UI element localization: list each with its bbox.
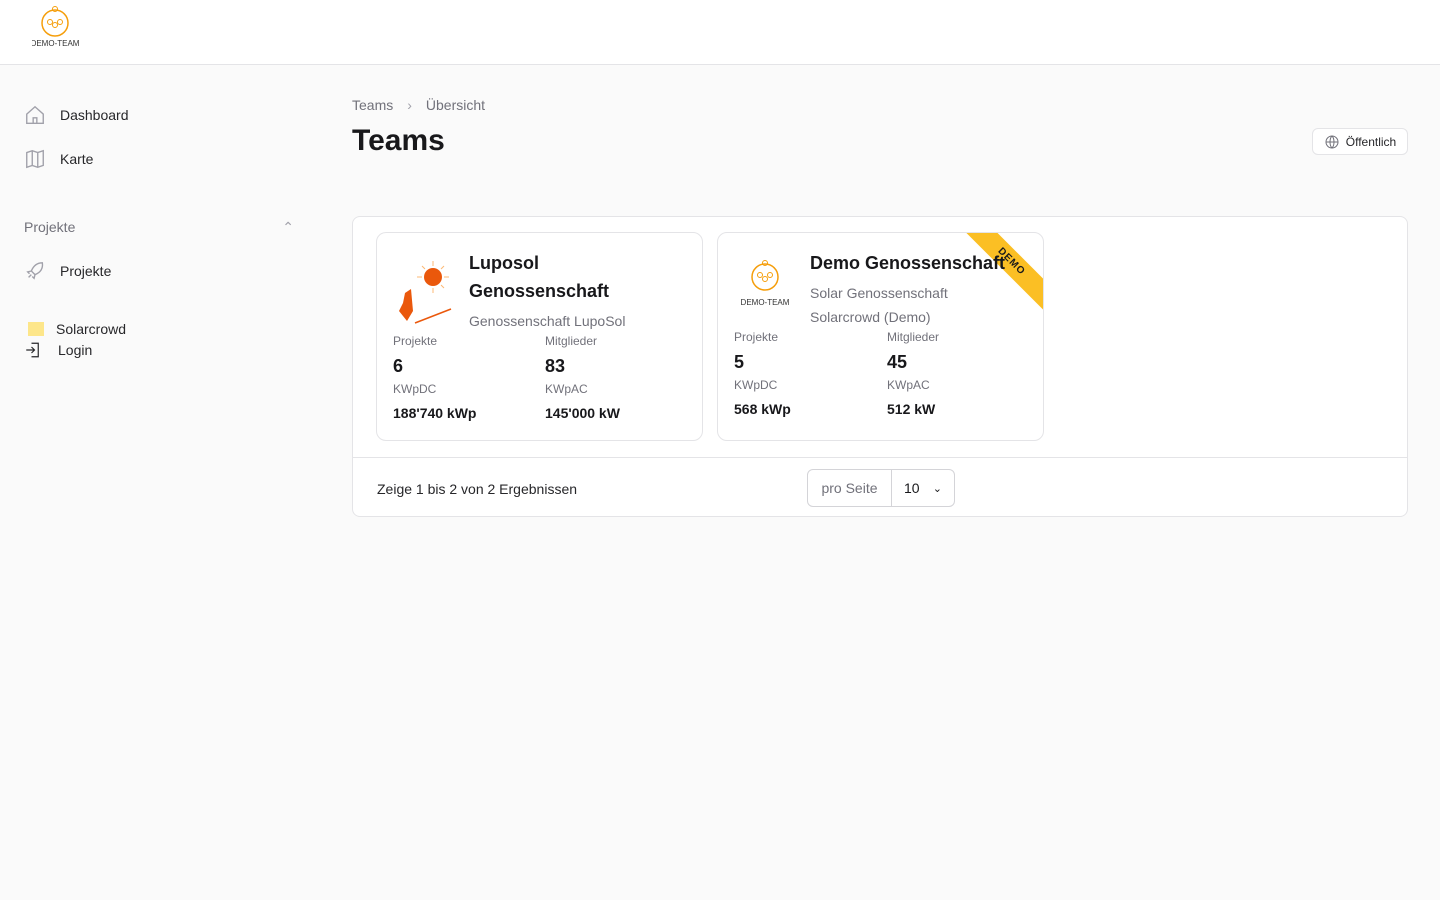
chevron-down-icon: ⌄ xyxy=(932,482,942,495)
solarcrowd-icon xyxy=(28,322,44,336)
home-icon xyxy=(26,105,44,124)
stat-label: KWpDC xyxy=(734,378,778,392)
stat-value: 6 xyxy=(393,356,404,376)
stat-value: 188'740 kWp xyxy=(393,405,477,421)
breadcrumb: Teams › Übersicht xyxy=(352,97,485,113)
sidebar-item-label: Solarcrowd xyxy=(56,321,127,337)
team-card-demo[interactable]: DEMO DEMO-TEAM Demo Genossenschaft Solar… xyxy=(717,232,1044,441)
stat-label: KWpAC xyxy=(887,378,930,392)
card-subtitle: Genossenschaft LupoSol xyxy=(469,313,626,329)
card-title: Demo Genossenschaft xyxy=(810,253,1006,273)
sidebar-item-projekte[interactable]: Projekte xyxy=(24,260,111,282)
login-icon xyxy=(26,342,39,358)
visibility-button[interactable]: Öffentlich xyxy=(1312,128,1408,155)
map-icon xyxy=(26,149,44,169)
team-card-luposol[interactable]: Luposol Genossenschaft Genossenschaft Lu… xyxy=(376,232,703,441)
chevron-right-icon: › xyxy=(407,97,412,113)
card-title: Luposol Genossenschaft xyxy=(469,253,610,301)
card-subtitle: Solar Genossenschaft xyxy=(810,285,948,301)
stat-label: Mitglieder xyxy=(887,330,940,344)
demo-team-logo: DEMO-TEAM xyxy=(741,260,790,307)
stat-value: 145'000 kW xyxy=(545,405,620,421)
visibility-label: Öffentlich xyxy=(1345,134,1397,149)
sidebar-item-karte[interactable]: Karte xyxy=(24,148,93,170)
stat-value: 83 xyxy=(545,356,566,376)
sidebar-item-label: Projekte xyxy=(60,263,112,279)
rocket-icon xyxy=(26,262,44,280)
top-bar: DEMO-TEAM xyxy=(0,0,1440,65)
chevron-up-icon[interactable]: ⌃ xyxy=(282,219,294,235)
sidebar-item-solarcrowd[interactable]: Solarcrowd xyxy=(24,321,126,337)
stat-value: 568 kWp xyxy=(734,401,791,417)
card-subtitle: Solarcrowd (Demo) xyxy=(810,309,931,325)
results-summary: Zeige 1 bis 2 von 2 Ergebnissen xyxy=(377,481,578,497)
stat-label: KWpAC xyxy=(545,382,588,396)
section-label: Projekte xyxy=(24,219,76,235)
pagination: Zeige 1 bis 2 von 2 Ergebnissen pro Seit… xyxy=(353,457,1407,517)
stat-label: Projekte xyxy=(734,330,779,344)
sidebar-item-label: Dashboard xyxy=(60,107,129,123)
breadcrumb-teams[interactable]: Teams xyxy=(352,97,394,113)
logo-text: DEMO-TEAM xyxy=(741,298,790,307)
sidebar-item-label: Karte xyxy=(60,151,94,167)
stat-value: 45 xyxy=(887,352,908,372)
svg-text:DEMO-TEAM: DEMO-TEAM xyxy=(32,39,80,48)
demo-team-logo[interactable]: DEMO-TEAM xyxy=(32,5,80,57)
teams-panel: Luposol Genossenschaft Genossenschaft Lu… xyxy=(352,216,1408,517)
stat-value: 5 xyxy=(734,352,745,372)
per-page-select[interactable]: pro Seite 10 ⌄ xyxy=(807,469,955,507)
stat-label: KWpDC xyxy=(393,382,437,396)
sidebar-section-projekte[interactable]: Projekte ⌃ xyxy=(24,219,294,236)
globe-icon xyxy=(1325,135,1339,148)
sidebar-item-label: Login xyxy=(58,342,93,358)
luposol-logo xyxy=(399,261,452,324)
per-page-label: pro Seite xyxy=(808,470,892,506)
stat-label: Projekte xyxy=(393,334,438,348)
breadcrumb-current[interactable]: Übersicht xyxy=(425,97,486,113)
sidebar-item-login[interactable]: Login xyxy=(24,341,92,359)
page-title: Teams xyxy=(352,124,445,157)
per-page-value: 10 xyxy=(904,480,920,496)
sidebar-item-dashboard[interactable]: Dashboard xyxy=(24,104,129,126)
stat-label: Mitglieder xyxy=(545,334,598,348)
stat-value: 512 kW xyxy=(887,401,936,417)
